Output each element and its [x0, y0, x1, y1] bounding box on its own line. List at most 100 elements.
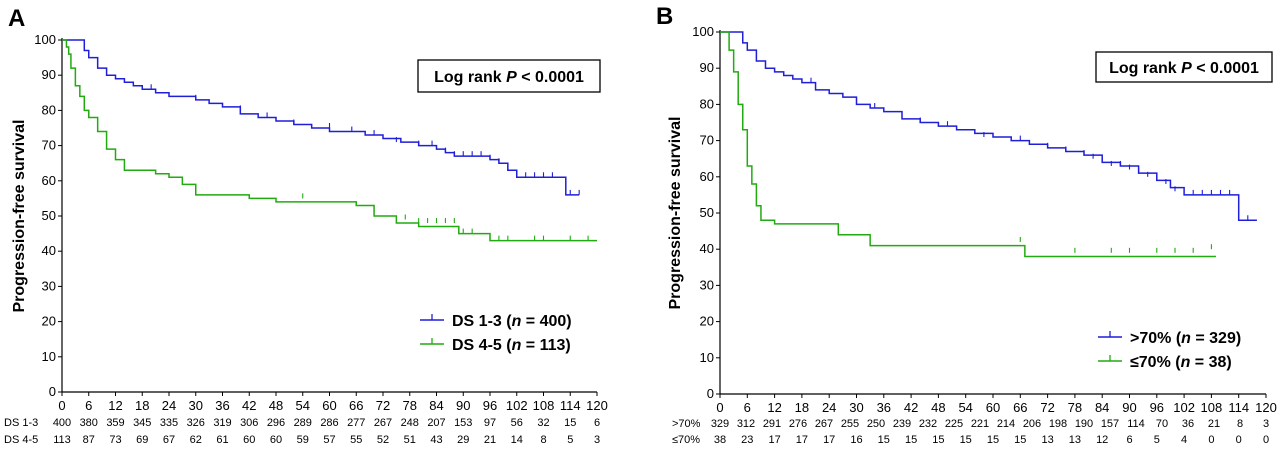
- x-tick-label: 114: [560, 398, 581, 413]
- y-tick-label: 40: [42, 243, 56, 258]
- risk-cell: 62: [190, 434, 202, 446]
- risk-cell: 255: [841, 418, 859, 430]
- risk-cell: 67: [163, 434, 175, 446]
- risk-cell: 3: [1263, 418, 1269, 430]
- risk-cell: 239: [893, 418, 911, 430]
- y-tick-label: 70: [700, 133, 714, 148]
- risk-cell: 4: [1181, 434, 1187, 446]
- risk-cell: 12: [1096, 434, 1108, 446]
- risk-cell: 276: [789, 418, 807, 430]
- x-tick-label: 24: [162, 398, 176, 413]
- risk-cell: 23: [741, 434, 753, 446]
- x-tick-label: 0: [716, 400, 723, 415]
- x-tick-label: 60: [986, 400, 1000, 415]
- x-tick-label: 102: [506, 398, 528, 413]
- risk-cell: 312: [737, 418, 755, 430]
- risk-cell: 15: [932, 434, 944, 446]
- risk-cell: 16: [850, 434, 862, 446]
- y-tick-label: 10: [42, 349, 56, 364]
- x-tick-label: 108: [1201, 400, 1223, 415]
- y-tick-label: 20: [700, 314, 714, 329]
- x-tick-label: 6: [744, 400, 751, 415]
- risk-cell: 15: [987, 434, 999, 446]
- risk-cell: 326: [187, 417, 205, 429]
- y-tick-label: 70: [42, 138, 56, 153]
- x-tick-label: 60: [322, 398, 336, 413]
- y-tick-label: 40: [700, 241, 714, 256]
- risk-cell: 15: [878, 434, 890, 446]
- risk-cell: 248: [401, 417, 419, 429]
- logrank-text: Log rank P < 0.0001: [434, 69, 584, 86]
- x-tick-label: 24: [822, 400, 836, 415]
- x-tick-label: 48: [269, 398, 283, 413]
- x-tick-label: 84: [1095, 400, 1109, 415]
- y-tick-label: 30: [700, 277, 714, 292]
- y-tick-label: 50: [700, 205, 714, 220]
- risk-cell: 15: [905, 434, 917, 446]
- y-tick-label: 90: [700, 60, 714, 75]
- risk-cell: 6: [1126, 434, 1132, 446]
- x-tick-label: 54: [958, 400, 972, 415]
- risk-cell: 277: [347, 417, 365, 429]
- risk-cell: 15: [564, 417, 576, 429]
- x-tick-label: 96: [1150, 400, 1164, 415]
- x-tick-label: 18: [135, 398, 149, 413]
- risk-cell: 335: [160, 417, 178, 429]
- x-tick-label: 78: [1068, 400, 1082, 415]
- x-tick-label: 54: [296, 398, 310, 413]
- risk-cell: 69: [136, 434, 148, 446]
- x-tick-label: 42: [904, 400, 918, 415]
- x-tick-label: 84: [429, 398, 443, 413]
- risk-cell: 329: [711, 418, 729, 430]
- risk-cell: 0: [1236, 434, 1242, 446]
- y-tick-label: 80: [700, 96, 714, 111]
- risk-cell: 190: [1075, 418, 1093, 430]
- risk-cell: 291: [763, 418, 781, 430]
- risk-cell: 73: [109, 434, 121, 446]
- risk-cell: 319: [213, 417, 231, 429]
- x-tick-label: 6: [85, 398, 92, 413]
- x-tick-label: 72: [376, 398, 390, 413]
- risk-cell: 13: [1069, 434, 1081, 446]
- x-tick-label: 72: [1040, 400, 1054, 415]
- risk-cell: 21: [1208, 418, 1220, 430]
- y-tick-label: 60: [700, 169, 714, 184]
- risk-cell: 267: [815, 418, 833, 430]
- risk-cell: 59: [297, 434, 309, 446]
- risk-cell: 286: [320, 417, 338, 429]
- x-tick-label: 108: [533, 398, 555, 413]
- risk-cell: 52: [377, 434, 389, 446]
- risk-row-label: DS 1-3: [4, 417, 38, 429]
- x-tick-label: 114: [1228, 400, 1249, 415]
- risk-cell: 15: [1014, 434, 1026, 446]
- risk-cell: 267: [374, 417, 392, 429]
- risk-cell: 206: [1023, 418, 1041, 430]
- risk-cell: 15: [960, 434, 972, 446]
- risk-cell: 43: [430, 434, 442, 446]
- risk-cell: 214: [997, 418, 1015, 430]
- logrank-box: [1095, 51, 1273, 83]
- risk-cell: 70: [1156, 418, 1168, 430]
- risk-row-label: ≤70%: [672, 434, 700, 446]
- y-tick-label: 80: [42, 102, 56, 117]
- risk-cell: 232: [919, 418, 937, 430]
- risk-cell: 60: [243, 434, 255, 446]
- risk-cell: 51: [404, 434, 416, 446]
- y-tick-label: 10: [700, 350, 714, 365]
- y-tick-label: 100: [34, 32, 56, 47]
- x-tick-label: 66: [349, 398, 363, 413]
- x-tick-label: 18: [795, 400, 809, 415]
- y-tick-label: 0: [49, 384, 56, 399]
- risk-cell: 6: [594, 417, 600, 429]
- y-tick-label: 90: [42, 67, 56, 82]
- risk-cell: 87: [83, 434, 95, 446]
- risk-cell: 157: [1101, 418, 1119, 430]
- risk-cell: 345: [133, 417, 151, 429]
- risk-cell: 8: [1237, 418, 1243, 430]
- risk-cell: 36: [1182, 418, 1194, 430]
- risk-cell: 60: [270, 434, 282, 446]
- x-tick-label: 102: [1173, 400, 1195, 415]
- x-tick-label: 90: [1122, 400, 1136, 415]
